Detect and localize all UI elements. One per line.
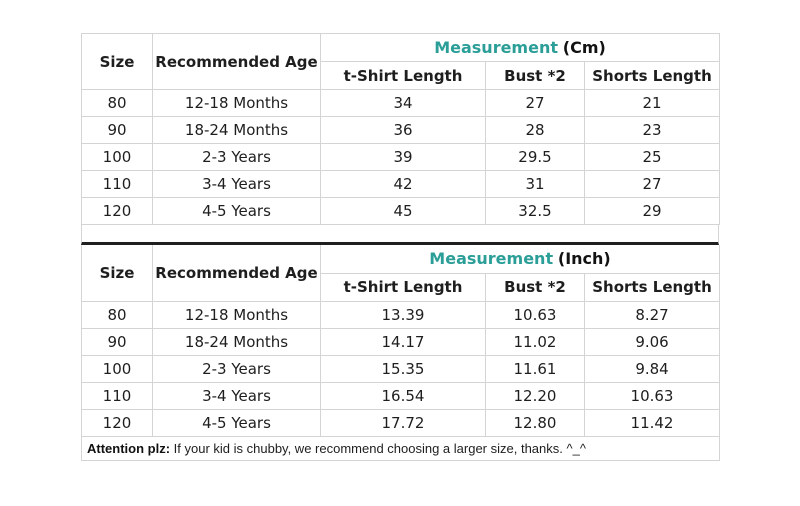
tshirt-length-cell: 42 — [320, 170, 486, 198]
subheader-bust: Bust *2 — [485, 61, 585, 90]
age-cell: 12-18 Months — [152, 89, 321, 117]
size-cell: 80 — [81, 89, 153, 117]
size-column-header: Size — [81, 245, 153, 302]
measurement-label: Measurement — [429, 249, 554, 269]
bust-cell: 11.02 — [485, 327, 585, 356]
age-cell: 12-18 Months — [152, 300, 321, 329]
size-cell: 110 — [81, 170, 153, 198]
attention-note-label: Attention plz: — [87, 440, 171, 456]
size-cell: 110 — [81, 381, 153, 410]
measurement-group-header: Measurement (Cm) — [319, 33, 721, 62]
bust-cell: 12.80 — [485, 408, 585, 437]
shorts-length-cell: 10.63 — [583, 381, 721, 410]
bust-cell: 27 — [485, 89, 585, 117]
age-cell: 3-4 Years — [152, 170, 321, 198]
subheader-shorts-length: Shorts Length — [583, 61, 721, 90]
tshirt-length-cell: 45 — [320, 197, 486, 225]
size-cell: 90 — [81, 116, 153, 144]
tshirt-length-cell: 39 — [320, 143, 486, 171]
subheader-bust: Bust *2 — [485, 272, 585, 302]
bust-cell: 28 — [485, 116, 585, 144]
measurement-label: Measurement — [434, 38, 558, 57]
tshirt-length-cell: 36 — [320, 116, 486, 144]
age-cell: 18-24 Months — [152, 116, 321, 144]
attention-note: Attention plz: If your kid is chubby, we… — [80, 435, 721, 461]
subheader-tshirt-length: t-Shirt Length — [320, 61, 486, 90]
attention-note-row: Attention plz: If your kid is chubby, we… — [80, 435, 721, 461]
bust-cell: 11.61 — [485, 354, 585, 383]
shorts-length-cell: 9.06 — [583, 327, 721, 356]
measurement-unit-label: (Cm) — [562, 38, 606, 57]
tshirt-length-cell: 14.17 — [320, 327, 486, 356]
size-cell: 90 — [81, 327, 153, 356]
age-column-header: Recommended Age — [152, 245, 321, 302]
size-chart: Size Recommended Age Measurement (Cm) t-… — [80, 33, 721, 461]
bust-cell: 29.5 — [485, 143, 585, 171]
size-table-inch: Size Recommended Age Measurement (Inch) … — [80, 245, 721, 461]
tables-divider — [81, 225, 719, 245]
shorts-length-cell: 25 — [583, 143, 721, 171]
age-cell: 4-5 Years — [152, 408, 321, 437]
age-cell: 3-4 Years — [152, 381, 321, 410]
shorts-length-cell: 23 — [583, 116, 721, 144]
size-cell: 100 — [81, 143, 153, 171]
table-row: 110 3-4 Years 42 31 27 — [81, 170, 721, 198]
shorts-length-cell: 11.42 — [583, 408, 721, 437]
tshirt-length-cell: 17.72 — [320, 408, 486, 437]
bust-cell: 10.63 — [485, 300, 585, 329]
subheader-shorts-length: Shorts Length — [583, 272, 721, 302]
table-row: 110 3-4 Years 16.54 12.20 10.63 — [81, 381, 721, 410]
age-cell: 18-24 Months — [152, 327, 321, 356]
size-cell: 120 — [81, 197, 153, 225]
tshirt-length-cell: 15.35 — [320, 354, 486, 383]
table-row: 80 12-18 Months 13.39 10.63 8.27 — [81, 300, 721, 329]
table-row: 120 4-5 Years 45 32.5 29 — [81, 197, 721, 225]
size-cell: 100 — [81, 354, 153, 383]
age-cell: 4-5 Years — [152, 197, 321, 225]
size-table-cm: Size Recommended Age Measurement (Cm) t-… — [81, 33, 721, 225]
table-row: 80 12-18 Months 34 27 21 — [81, 89, 721, 117]
table-row: 120 4-5 Years 17.72 12.80 11.42 — [81, 408, 721, 437]
bust-cell: 31 — [485, 170, 585, 198]
attention-note-text: If your kid is chubby, we recommend choo… — [170, 440, 586, 456]
age-column-header: Recommended Age — [152, 33, 321, 90]
shorts-length-cell: 9.84 — [583, 354, 721, 383]
subheader-tshirt-length: t-Shirt Length — [320, 272, 486, 302]
size-cell: 80 — [81, 300, 153, 329]
shorts-length-cell: 21 — [583, 89, 721, 117]
bust-cell: 32.5 — [485, 197, 585, 225]
tshirt-length-cell: 16.54 — [320, 381, 486, 410]
tshirt-length-cell: 13.39 — [320, 300, 486, 329]
size-cell: 120 — [81, 408, 153, 437]
shorts-length-cell: 8.27 — [583, 300, 721, 329]
shorts-length-cell: 29 — [583, 197, 721, 225]
table-row: 90 18-24 Months 14.17 11.02 9.06 — [81, 327, 721, 356]
table-row: 100 2-3 Years 39 29.5 25 — [81, 143, 721, 171]
measurement-group-header: Measurement (Inch) — [319, 245, 721, 274]
table-row: 100 2-3 Years 15.35 11.61 9.84 — [81, 354, 721, 383]
age-cell: 2-3 Years — [152, 354, 321, 383]
tshirt-length-cell: 34 — [320, 89, 486, 117]
size-column-header: Size — [81, 33, 153, 90]
age-cell: 2-3 Years — [152, 143, 321, 171]
bust-cell: 12.20 — [485, 381, 585, 410]
shorts-length-cell: 27 — [583, 170, 721, 198]
measurement-unit-label: (Inch) — [557, 249, 611, 269]
table-row: 90 18-24 Months 36 28 23 — [81, 116, 721, 144]
